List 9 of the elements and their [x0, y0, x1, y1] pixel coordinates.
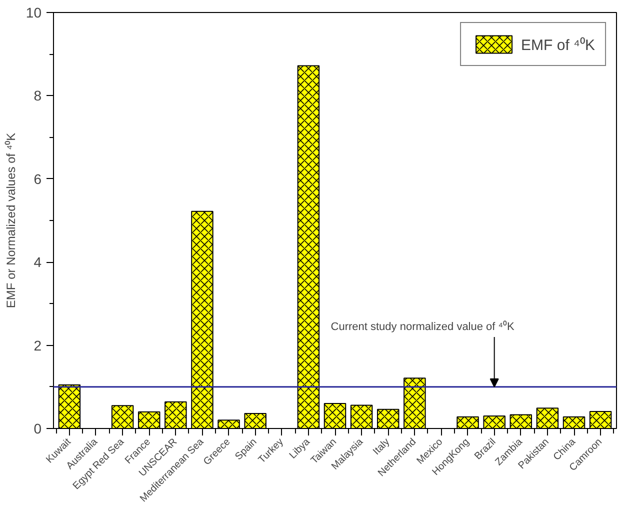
y-tick-label: 6 [34, 170, 42, 187]
y-tick-label: 0 [34, 420, 42, 436]
y-tick-label: 10 [26, 4, 42, 20]
y-tick-label: 2 [34, 337, 42, 354]
legend-label: EMF of ⁴⁰K [521, 36, 595, 54]
y-tick-label: 4 [34, 254, 42, 270]
annotation: Current study normalized value of ⁴⁰K [330, 320, 516, 333]
y-tick-label: 8 [34, 88, 42, 104]
y-axis-title: EMF or Normalized values of ⁴⁰K [4, 132, 18, 308]
